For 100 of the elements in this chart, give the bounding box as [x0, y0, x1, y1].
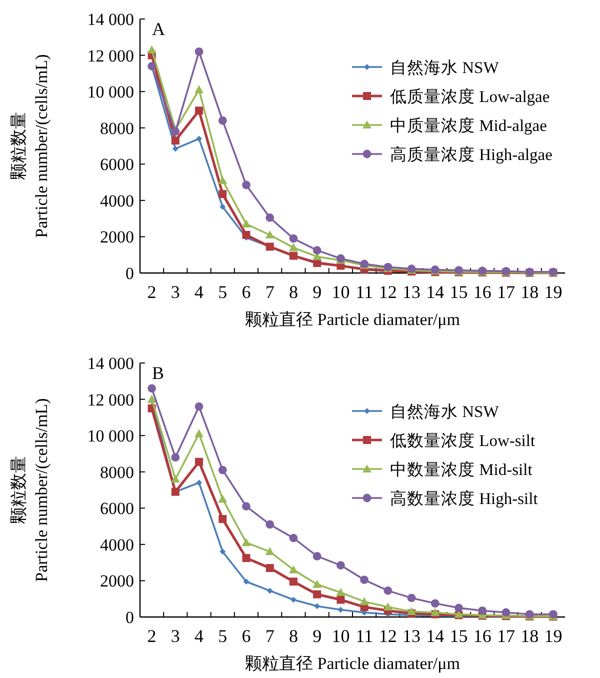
legend-label: 中数量浓度 Mid-silt — [390, 460, 533, 479]
point — [172, 146, 178, 152]
point — [454, 604, 463, 612]
point — [313, 590, 322, 598]
y-tick-label: 12 000 — [87, 390, 134, 410]
point — [288, 565, 298, 574]
legend-label: 低数量浓度 Low-silt — [390, 431, 536, 450]
point — [242, 180, 250, 190]
point — [289, 534, 298, 542]
point — [194, 47, 204, 56]
x-tick-label: 11 — [356, 626, 373, 646]
legend-label: 自然海水 NSW — [390, 402, 500, 421]
point — [266, 588, 273, 594]
point — [147, 45, 156, 54]
y-axis-title: 颗粒数量 Particle number/(cells/mL) — [9, 398, 51, 582]
x-tick-label: 19 — [544, 282, 562, 302]
y-tick-label: 0 — [126, 264, 134, 283]
y-tick-label: 2000 — [100, 572, 134, 591]
x-tick-label: 15 — [450, 626, 468, 646]
point — [384, 586, 392, 595]
point — [360, 597, 369, 606]
point — [170, 474, 180, 483]
x-tick-label: 3 — [170, 282, 180, 302]
point — [360, 576, 369, 584]
legend-label: 自然海水 NSW — [390, 58, 500, 77]
point — [196, 480, 202, 486]
point — [383, 602, 392, 611]
point — [171, 453, 180, 462]
point — [194, 429, 204, 438]
legend-label: 高数量浓度 High-silt — [390, 489, 538, 508]
point — [407, 594, 416, 602]
x-tick-label: 14 — [426, 626, 444, 646]
legend-label: 中质量浓度 Mid-algae — [390, 116, 547, 135]
x-tick-label: 12 — [378, 282, 397, 302]
x-tick-label: 17 — [496, 626, 515, 646]
point — [218, 515, 227, 524]
x-tick-label: 10 — [332, 626, 350, 646]
x-tick-label: 5 — [218, 626, 228, 646]
point — [266, 213, 274, 222]
point — [288, 243, 298, 252]
point — [502, 608, 510, 617]
y-tick-label: 6000 — [100, 155, 134, 174]
y-tick-label: 12 000 — [87, 46, 134, 66]
x-tick-label: 15 — [450, 282, 468, 302]
y-axis-title: 颗粒数量 Particle number/(cells/mL) — [9, 54, 51, 238]
point — [218, 176, 228, 184]
y-tick-label: 2000 — [100, 228, 134, 247]
x-tick-label: 9 — [312, 626, 322, 646]
point — [242, 220, 251, 228]
point — [195, 458, 204, 466]
y-tick-label: 4000 — [100, 191, 134, 210]
point — [266, 520, 274, 529]
y-tick-label: 14 000 — [87, 10, 134, 29]
point — [430, 599, 440, 608]
x-tick-label: 3 — [170, 626, 180, 646]
point — [218, 116, 227, 125]
x-tick-label: 13 — [402, 626, 421, 646]
y-tick-label: 0 — [126, 608, 134, 627]
x-tick-label: 4 — [194, 626, 204, 646]
y-tick-label: 10 000 — [87, 426, 134, 446]
x-tick-label: 2 — [147, 282, 156, 302]
x-tick-label: 8 — [288, 282, 298, 302]
point — [290, 596, 296, 603]
point — [312, 580, 322, 588]
x-tick-label: 19 — [544, 626, 562, 646]
point — [265, 547, 274, 556]
x-tick-label: 13 — [402, 282, 421, 302]
point — [194, 85, 204, 94]
point — [195, 106, 204, 115]
point — [171, 127, 180, 136]
point — [336, 561, 345, 570]
x-tick-label: 5 — [218, 282, 228, 302]
x-tick-label: 14 — [426, 282, 444, 302]
x-tick-label: 17 — [496, 282, 515, 302]
x-tick-label: 10 — [332, 282, 350, 302]
point — [312, 552, 322, 560]
point — [218, 190, 227, 198]
x-tick-label: 2 — [147, 626, 156, 646]
x-tick-label: 8 — [288, 626, 298, 646]
y-tick-label: 14 000 — [87, 354, 134, 373]
legend-label: 高质量浓度 High-algae — [390, 145, 552, 164]
point — [338, 606, 344, 613]
point — [196, 136, 202, 142]
point — [218, 466, 227, 474]
point — [243, 578, 250, 585]
x-axis-title: 颗粒直径 Particle diamater/μm — [245, 310, 460, 329]
point — [171, 136, 180, 145]
x-tick-label: 7 — [265, 282, 274, 302]
x-tick-label: 4 — [194, 282, 204, 302]
point — [242, 502, 250, 511]
chart-title: A — [152, 19, 165, 39]
point — [220, 204, 226, 210]
point — [289, 578, 298, 586]
chart-title: B — [152, 363, 164, 383]
point — [148, 384, 156, 393]
point — [242, 230, 250, 239]
point — [147, 394, 156, 403]
point — [218, 494, 228, 503]
legend-label: 低质量浓度 Low-algae — [390, 87, 550, 106]
point — [478, 606, 487, 615]
